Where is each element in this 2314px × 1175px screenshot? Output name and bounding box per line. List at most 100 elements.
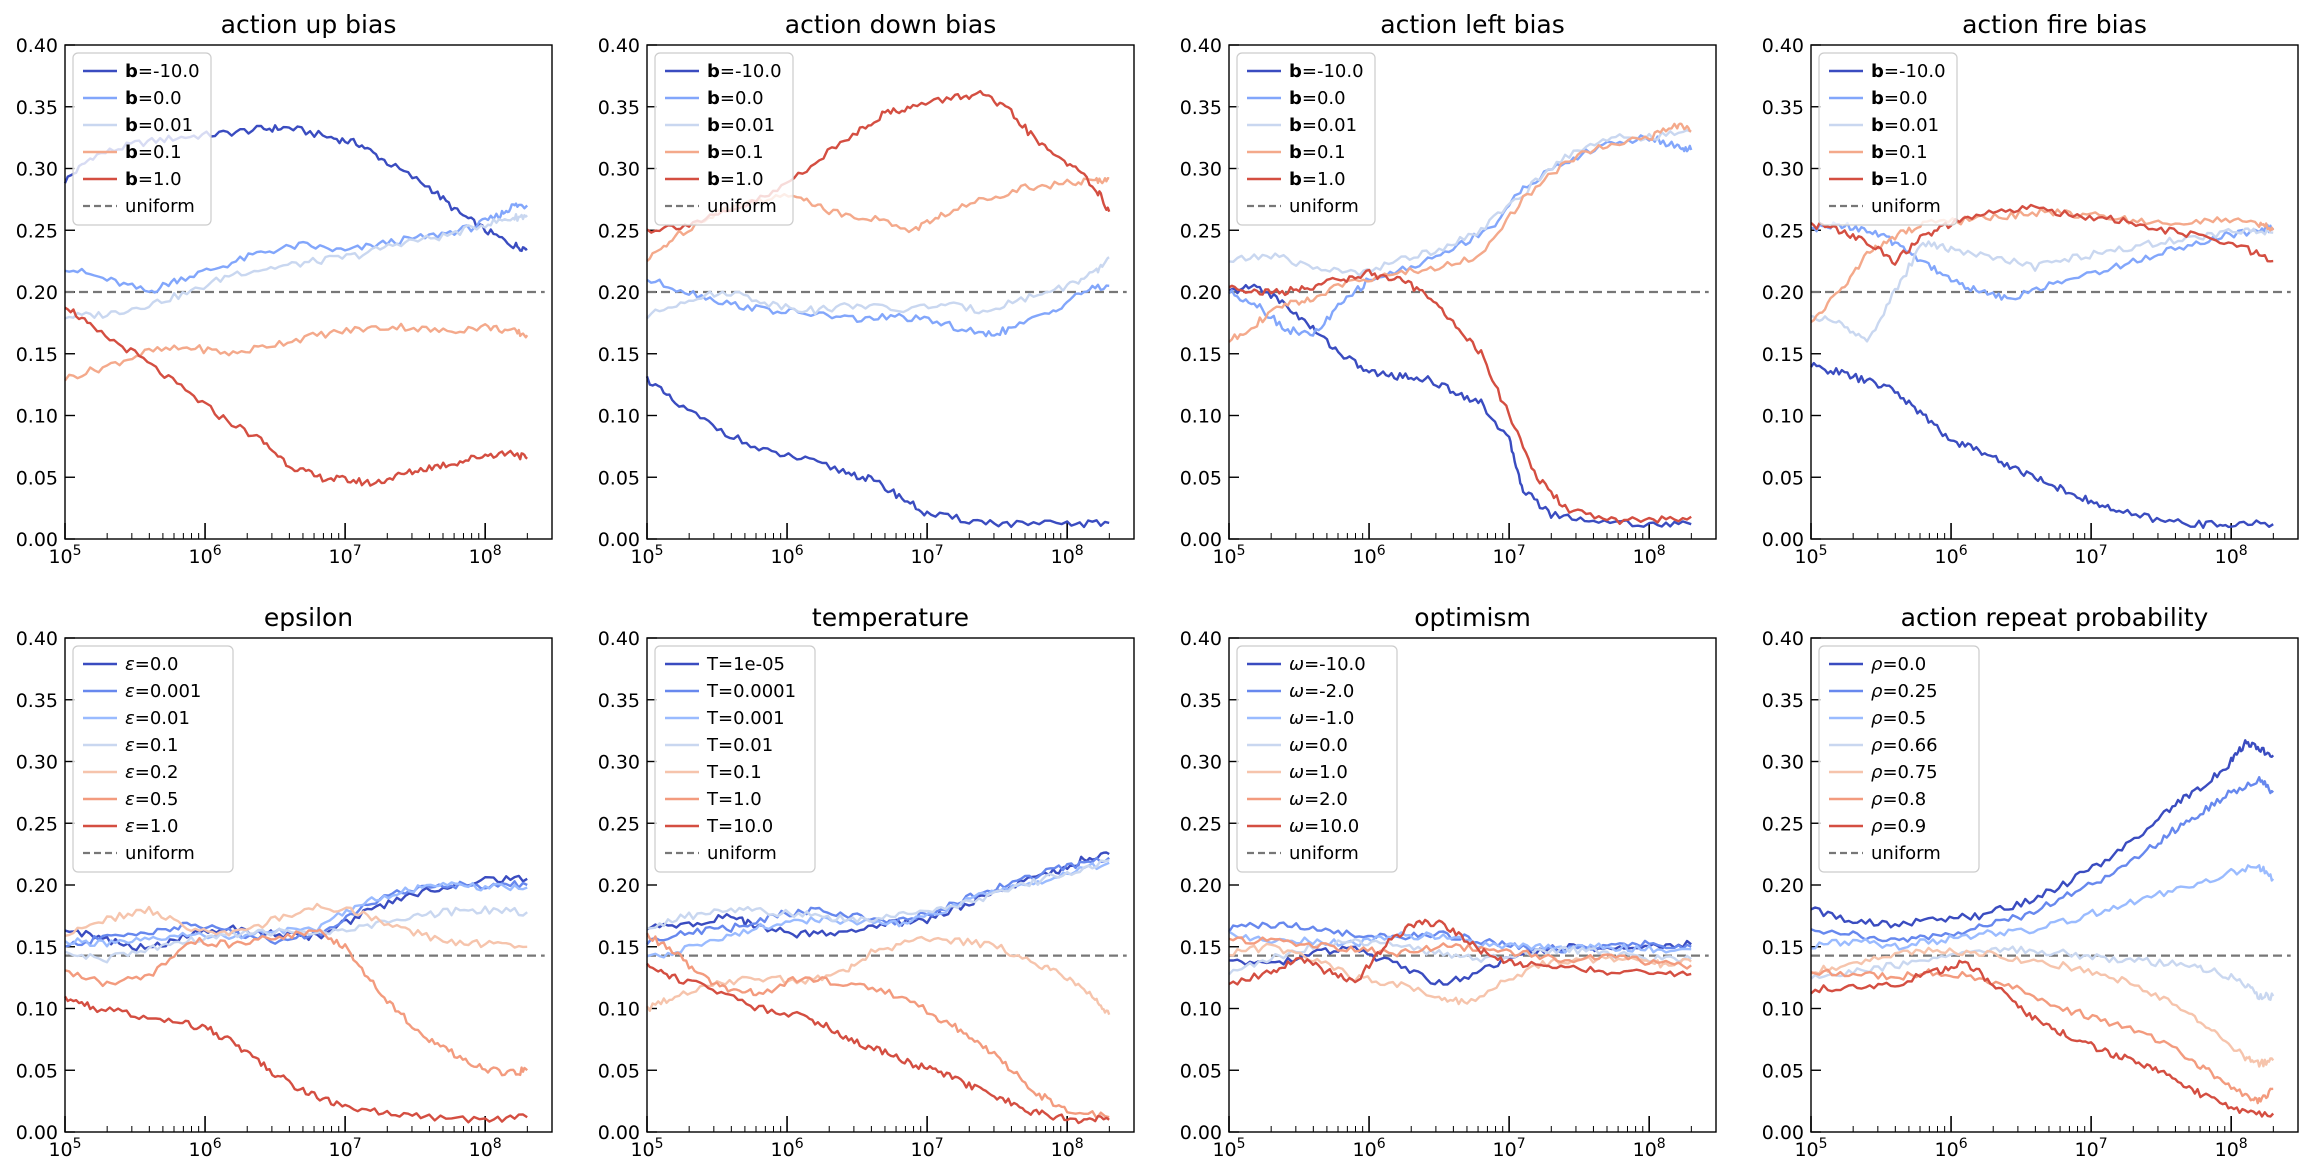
legend-label: T=10.0 <box>706 816 773 837</box>
legend-label: ρ=0.66 <box>1871 735 1938 756</box>
legend-label: ω=-2.0 <box>1289 681 1354 702</box>
series-line <box>63 995 528 1124</box>
axes-frame <box>646 637 1135 1133</box>
series-line <box>64 880 528 948</box>
subplot: action up bias 0.00 0.05 0.10 0.15 0.20 0.25 0.… <box>16 10 553 568</box>
series-line <box>1228 942 1692 1006</box>
legend-label: b=0.01 <box>1871 115 1939 136</box>
y-tick-label: 0.30 <box>598 159 640 181</box>
legend-label: T=0.001 <box>706 708 785 729</box>
legend-label-uniform: uniform <box>125 196 195 217</box>
y-tick-label: 0.00 <box>1762 1122 1804 1144</box>
y-tick-label: 0.15 <box>598 344 640 366</box>
legend-label: b=0.01 <box>1289 115 1357 136</box>
series-line <box>64 881 528 948</box>
x-tick-label: 106 <box>1353 1136 1386 1161</box>
legend-box <box>1818 645 1980 873</box>
legend-label: ω=10.0 <box>1289 816 1359 837</box>
y-tick-label: 0.00 <box>16 529 58 551</box>
legend-label: T=1e-05 <box>706 654 785 675</box>
legend-label: b=0.0 <box>707 88 764 109</box>
y-tick-label: 0.25 <box>1180 220 1222 242</box>
y-tick-label: 0.35 <box>16 690 58 712</box>
y-tick-label: 0.35 <box>598 690 640 712</box>
legend-label: b=0.1 <box>1289 142 1346 163</box>
series-line <box>1228 283 1692 528</box>
series-line <box>1228 921 1692 954</box>
x-tick-label: 108 <box>2215 1136 2248 1161</box>
x-tick-label: 105 <box>48 1136 81 1161</box>
y-tick-label: 0.05 <box>598 1060 640 1082</box>
series-line <box>646 256 1110 320</box>
legend-label: ρ=0.0 <box>1871 654 1926 675</box>
y-tick-label: 0.20 <box>1180 875 1222 897</box>
y-tick-label: 0.25 <box>1762 813 1804 835</box>
y-tick-label: 0.40 <box>1762 35 1804 57</box>
y-tick-label: 0.20 <box>598 282 640 304</box>
x-tick-label: 106 <box>1935 543 1968 568</box>
y-tick-label: 0.20 <box>1762 282 1804 304</box>
y-tick-label: 0.15 <box>1180 937 1222 959</box>
legend-box <box>1236 645 1398 873</box>
legend-label: ω=0.0 <box>1289 735 1348 756</box>
x-tick-label: 106 <box>189 543 222 568</box>
legend-label: b=1.0 <box>1871 169 1928 190</box>
x-tick-label: 107 <box>1493 1136 1526 1161</box>
x-tick-label: 105 <box>1794 1136 1827 1161</box>
subplot: action repeat probability 0.00 0.05 0.10 0.1… <box>1762 603 2299 1161</box>
legend-label-uniform: uniform <box>125 843 195 864</box>
legend-label: T=0.1 <box>706 762 762 783</box>
series-line <box>1810 203 2274 266</box>
y-tick-label: 0.25 <box>598 220 640 242</box>
x-tick-label: 108 <box>2215 543 2248 568</box>
series-line <box>1810 959 2275 1118</box>
y-tick-label: 0.00 <box>1180 529 1222 551</box>
y-tick-label: 0.00 <box>598 1122 640 1144</box>
subplot-title: optimism <box>1414 603 1531 632</box>
y-tick-label: 0.20 <box>598 875 640 897</box>
legend-label: b=-10.0 <box>1289 61 1364 82</box>
y-tick-label: 0.40 <box>1762 628 1804 650</box>
legend-label: b=0.01 <box>707 115 775 136</box>
legend-box <box>1818 52 1958 226</box>
y-tick-label: 0.05 <box>1180 467 1222 489</box>
legend-label: b=-10.0 <box>125 61 200 82</box>
legend-label: ρ=0.25 <box>1871 681 1938 702</box>
series-line <box>1810 207 2275 323</box>
y-tick-label: 0.00 <box>1180 1122 1222 1144</box>
axes-frame <box>1810 637 2299 1133</box>
y-tick-label: 0.05 <box>1180 1060 1222 1082</box>
legend-label: T=0.01 <box>706 735 773 756</box>
series-line <box>1810 361 2274 529</box>
y-tick-label: 0.30 <box>16 159 58 181</box>
legend-label-uniform: uniform <box>1289 843 1359 864</box>
series-line <box>1810 739 2275 929</box>
legend-label: ρ=0.5 <box>1871 708 1926 729</box>
series-line <box>646 962 1110 1125</box>
y-tick-label: 0.30 <box>598 752 640 774</box>
y-tick-label: 0.30 <box>16 752 58 774</box>
x-tick-label: 108 <box>1633 543 1666 568</box>
y-tick-label: 0.20 <box>16 875 58 897</box>
series-line <box>1228 936 1692 970</box>
series-line <box>1810 221 2275 301</box>
series-line <box>64 213 528 320</box>
x-tick-label: 107 <box>329 1136 362 1161</box>
legend-label: ρ=0.75 <box>1871 762 1938 783</box>
legend-label-uniform: uniform <box>707 196 777 217</box>
legend: b=-10.0 b=0.0 b=0.01 b=0.1 b=1.0 uniform <box>1236 52 1376 226</box>
y-tick-label: 0.35 <box>1762 690 1804 712</box>
legend-label: ε=0.0 <box>125 654 178 675</box>
legend-label: ε=0.01 <box>125 708 190 729</box>
legend: b=-10.0 b=0.0 b=0.01 b=0.1 b=1.0 uniform <box>1818 52 1958 226</box>
series-line <box>64 902 528 949</box>
subplot: action fire bias 0.00 0.05 0.10 0.15 0.20 0.25… <box>1762 10 2299 568</box>
axes-frame <box>64 637 553 1133</box>
legend-label: b=-10.0 <box>1871 61 1946 82</box>
legend-label-uniform: uniform <box>707 843 777 864</box>
y-tick-label: 0.10 <box>598 406 640 428</box>
y-tick-label: 0.15 <box>598 937 640 959</box>
legend-label-uniform: uniform <box>1289 196 1359 217</box>
y-tick-label: 0.30 <box>1180 752 1222 774</box>
y-tick-label: 0.35 <box>16 97 58 119</box>
